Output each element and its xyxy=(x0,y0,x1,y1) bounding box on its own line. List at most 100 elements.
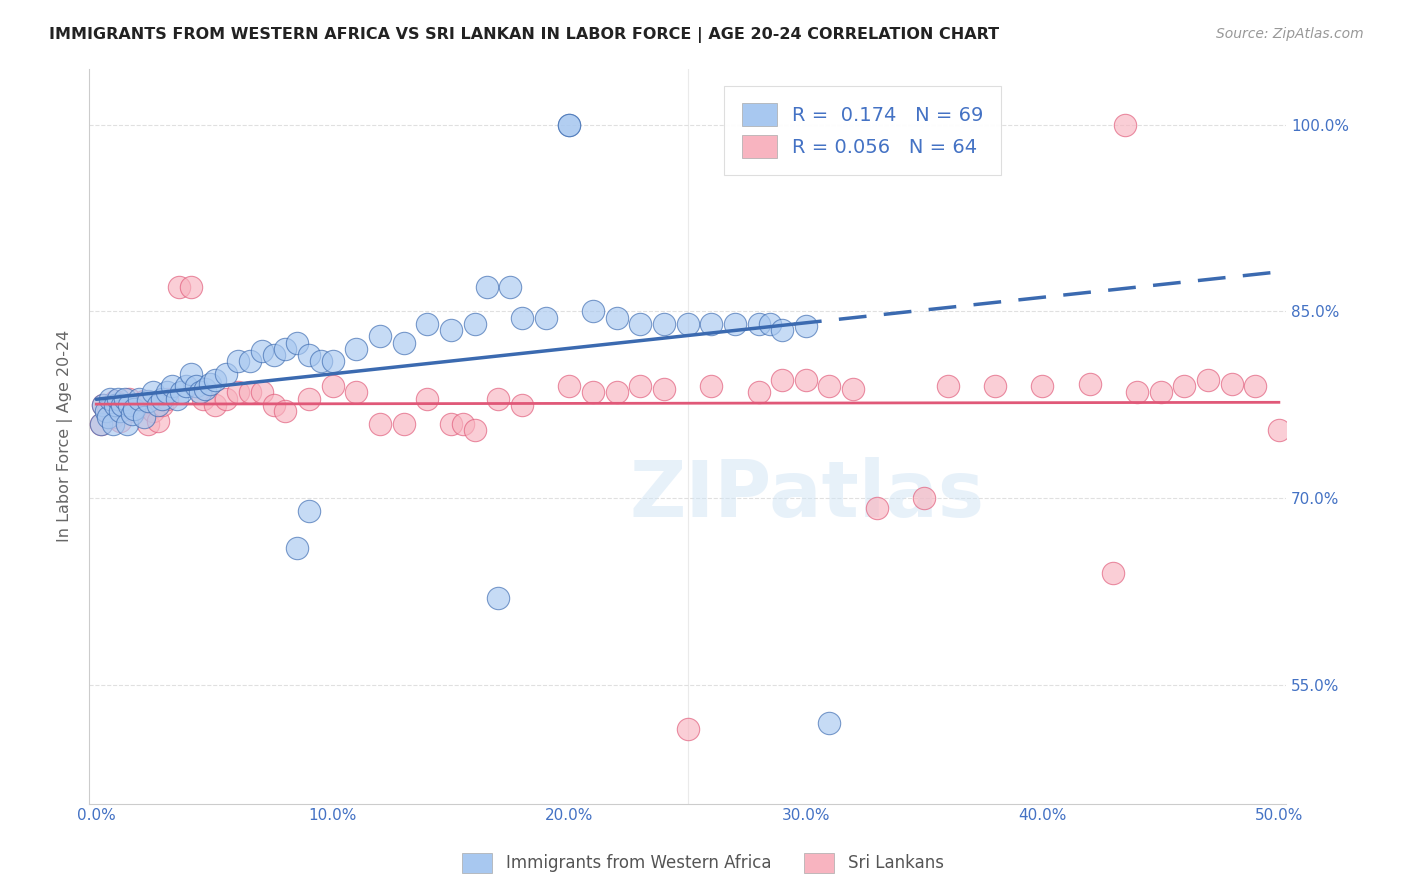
Point xyxy=(984,379,1007,393)
Point xyxy=(368,417,391,431)
Point xyxy=(700,379,723,393)
Point xyxy=(486,392,509,406)
Point xyxy=(100,392,122,406)
Point xyxy=(912,491,935,506)
Point xyxy=(1220,376,1243,391)
Point xyxy=(794,319,817,334)
Point xyxy=(747,317,769,331)
Point xyxy=(818,379,841,393)
Point xyxy=(198,376,221,391)
Point xyxy=(188,385,211,400)
Legend: Immigrants from Western Africa, Sri Lankans: Immigrants from Western Africa, Sri Lank… xyxy=(456,847,950,880)
Point xyxy=(628,379,651,393)
Point xyxy=(114,392,136,406)
Point xyxy=(700,317,723,331)
Point xyxy=(866,501,889,516)
Point xyxy=(166,392,188,406)
Point xyxy=(111,398,134,412)
Point xyxy=(440,323,463,337)
Point xyxy=(1031,379,1053,393)
Point xyxy=(142,404,165,418)
Point xyxy=(122,401,145,416)
Point xyxy=(118,392,141,406)
Point xyxy=(724,317,747,331)
Point xyxy=(464,423,486,437)
Point xyxy=(191,392,214,406)
Point xyxy=(558,118,581,132)
Point xyxy=(322,379,344,393)
Point xyxy=(194,382,217,396)
Point xyxy=(416,317,439,331)
Point xyxy=(510,398,533,412)
Point xyxy=(818,715,841,730)
Point xyxy=(1173,379,1195,393)
Point xyxy=(416,392,439,406)
Point xyxy=(274,342,297,356)
Point xyxy=(499,279,522,293)
Y-axis label: In Labor Force | Age 20-24: In Labor Force | Age 20-24 xyxy=(58,330,73,542)
Point xyxy=(152,392,174,406)
Point xyxy=(180,279,202,293)
Point xyxy=(298,504,321,518)
Point xyxy=(156,392,179,406)
Point xyxy=(652,382,675,396)
Point xyxy=(1078,376,1101,391)
Point xyxy=(226,385,249,400)
Point xyxy=(97,410,120,425)
Point xyxy=(215,392,238,406)
Point xyxy=(451,417,474,431)
Point xyxy=(475,279,498,293)
Point xyxy=(842,382,865,396)
Point xyxy=(226,354,249,368)
Point xyxy=(128,392,150,406)
Point xyxy=(114,398,136,412)
Point xyxy=(770,323,793,337)
Point xyxy=(132,410,155,425)
Point xyxy=(239,385,262,400)
Point xyxy=(132,394,155,409)
Point xyxy=(97,404,120,418)
Point xyxy=(1268,423,1291,437)
Point xyxy=(392,417,415,431)
Point xyxy=(152,398,174,412)
Point xyxy=(263,398,285,412)
Point xyxy=(128,401,150,415)
Point xyxy=(676,722,699,736)
Text: ZIPatlas: ZIPatlas xyxy=(630,457,984,533)
Point xyxy=(215,367,238,381)
Point xyxy=(1197,373,1219,387)
Point xyxy=(107,392,129,406)
Point xyxy=(1244,379,1267,393)
Point xyxy=(346,342,368,356)
Point xyxy=(558,118,581,132)
Point xyxy=(628,317,651,331)
Point xyxy=(174,379,197,393)
Point xyxy=(759,317,782,331)
Legend: R =  0.174   N = 69, R = 0.056   N = 64: R = 0.174 N = 69, R = 0.056 N = 64 xyxy=(724,86,1001,175)
Point xyxy=(94,404,117,418)
Point xyxy=(263,348,285,362)
Point xyxy=(93,398,115,412)
Point xyxy=(184,379,207,393)
Point xyxy=(122,404,145,418)
Point xyxy=(204,398,226,412)
Point xyxy=(136,394,159,409)
Point xyxy=(309,354,332,368)
Point xyxy=(285,335,308,350)
Point xyxy=(652,317,675,331)
Point xyxy=(142,385,165,400)
Point xyxy=(606,385,628,400)
Point xyxy=(936,379,959,393)
Point xyxy=(146,398,169,412)
Point xyxy=(606,310,628,325)
Point xyxy=(250,344,273,359)
Point xyxy=(1102,566,1125,581)
Point xyxy=(108,414,131,428)
Point xyxy=(582,385,605,400)
Point xyxy=(204,373,226,387)
Point xyxy=(534,310,557,325)
Point xyxy=(180,367,202,381)
Point xyxy=(440,417,463,431)
Point xyxy=(160,379,183,393)
Point xyxy=(170,385,193,400)
